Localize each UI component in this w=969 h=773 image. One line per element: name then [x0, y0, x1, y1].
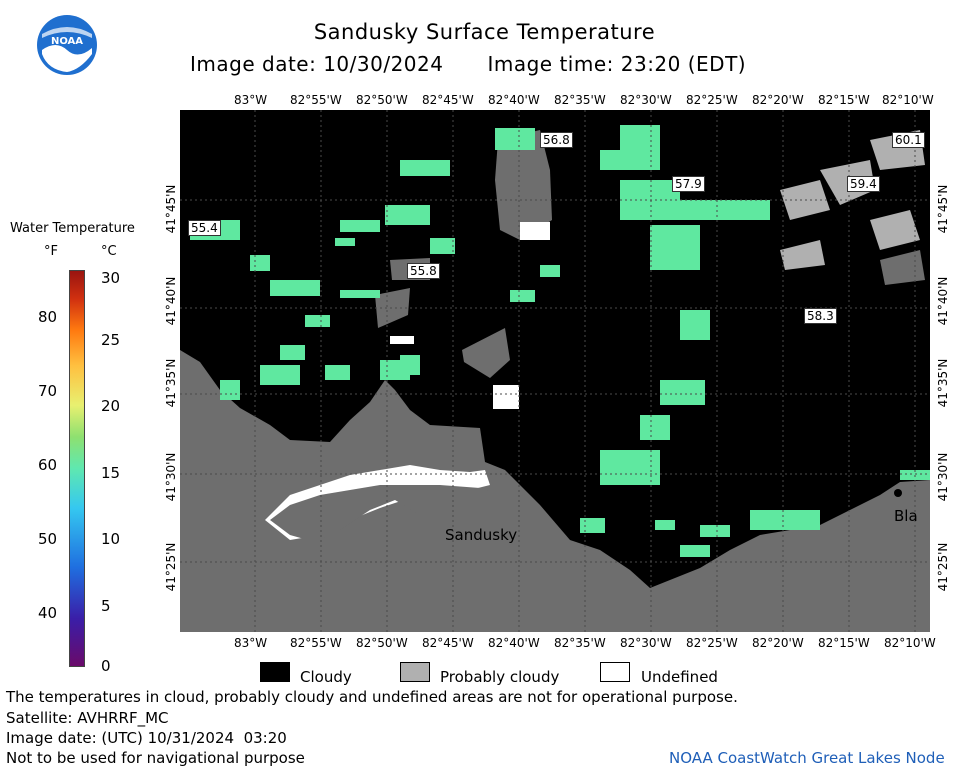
lat-label-left: 41°45'N: [164, 184, 178, 234]
colorbar-f-tick: 70: [38, 382, 58, 400]
lat-label-right: 41°35'N: [936, 358, 950, 408]
colorbar-c-tick: 20: [101, 397, 121, 415]
land-inner: [270, 485, 510, 542]
temp-label: 60.1: [892, 132, 925, 148]
colorbar-unit-c: °C: [101, 244, 117, 259]
undefined-area: [493, 385, 519, 409]
legend-label-cloudy: Cloudy: [300, 668, 352, 686]
noaa-logo-text: NOAA: [50, 36, 84, 47]
colorbar-f-tick: 50: [38, 530, 58, 548]
colorbar-f-tick: 40: [38, 604, 58, 622]
lon-label-top: 82°50'W: [356, 93, 408, 107]
page-title: Sandusky Surface Temperature: [313, 20, 656, 44]
probably-cloudy-area: [880, 250, 925, 285]
lon-label-top: 82°35'W: [554, 93, 606, 107]
subtitle-row: Image date: 10/30/2024 Image time: 23:20 …: [190, 52, 746, 76]
legend-label-probably-cloudy: Probably cloudy: [440, 668, 560, 686]
lon-label-bottom: 82°15'W: [818, 636, 870, 650]
probably-cloudy-area: [495, 130, 552, 240]
lon-label-top: 82°30'W: [620, 93, 672, 107]
lon-label-bottom: 82°40'W: [488, 636, 540, 650]
footer-utc-date: Image date: (UTC) 10/31/2024 03:20: [6, 729, 287, 747]
probably-cloudy-area: [870, 210, 920, 250]
lat-label-left: 41°30'N: [164, 452, 178, 502]
colorbar-c-tick: 30: [101, 269, 121, 287]
colorbar-c-tick: 15: [101, 464, 121, 482]
undefined-area: [520, 222, 550, 240]
place-label-sandusky: Sandusky: [445, 526, 518, 544]
footer-credit: NOAA CoastWatch Great Lakes Node: [669, 749, 945, 767]
probably-cloudy-area: [462, 328, 510, 378]
temp-label: 58.3: [804, 308, 837, 324]
noaa-logo: NOAA: [36, 14, 98, 76]
lon-label-bottom: 82°25'W: [686, 636, 738, 650]
temp-label: 55.4: [188, 220, 221, 236]
land-south: [180, 350, 930, 632]
lon-label-top: 82°45'W: [422, 93, 474, 107]
image-date: Image date: 10/30/2024: [190, 52, 444, 76]
map-panel: 56.8 60.1 57.9 59.4 55.4 55.8 58.3 Sandu…: [180, 110, 930, 632]
temp-label: 56.8: [540, 132, 573, 148]
temp-label: 57.9: [672, 176, 705, 192]
lat-label-right: 41°45'N: [936, 184, 950, 234]
lon-label-top: 83°W: [234, 93, 268, 107]
lon-label-bottom: 82°20'W: [752, 636, 804, 650]
probably-cloudy-area: [780, 240, 825, 270]
legend-swatch-undefined: [600, 662, 630, 682]
temp-label: 59.4: [847, 176, 880, 192]
colorbar: [69, 270, 85, 667]
colorbar-title: Water Temperature: [10, 221, 135, 236]
lon-label-top: 82°40'W: [488, 93, 540, 107]
legend-label-undefined: Undefined: [641, 668, 718, 686]
lat-label-right: 41°30'N: [936, 452, 950, 502]
lon-label-bottom: 82°35'W: [554, 636, 606, 650]
lon-label-top: 82°15'W: [818, 93, 870, 107]
undefined-area: [390, 336, 414, 344]
colorbar-f-tick: 60: [38, 456, 58, 474]
lon-label-top: 82°10'W: [882, 93, 934, 107]
footer-nav-warning: Not to be used for navigational purpose: [6, 749, 305, 767]
colorbar-c-tick: 10: [101, 530, 121, 548]
footer-note: The temperatures in cloud, probably clou…: [6, 688, 738, 706]
lat-label-left: 41°25'N: [164, 542, 178, 592]
probably-cloudy-area: [375, 288, 410, 328]
image-time: Image time: 23:20 (EDT): [487, 52, 747, 76]
colorbar-c-tick: 5: [101, 597, 111, 615]
legend-swatch-cloudy: [260, 662, 290, 682]
lon-label-top: 82°20'W: [752, 93, 804, 107]
colorbar-f-tick: 80: [38, 308, 58, 326]
lat-label-right: 41°25'N: [936, 542, 950, 592]
city-marker: [894, 489, 902, 497]
lon-label-top: 82°25'W: [686, 93, 738, 107]
lon-label-bottom: 82°30'W: [620, 636, 672, 650]
lon-label-bottom: 82°55'W: [290, 636, 342, 650]
legend-swatch-probably-cloudy: [400, 662, 430, 682]
graticule: [180, 110, 930, 632]
map-canvas: [180, 110, 930, 632]
lon-label-bottom: 82°45'W: [422, 636, 474, 650]
lat-label-left: 41°35'N: [164, 358, 178, 408]
place-label-bla: Bla: [894, 507, 918, 525]
lon-label-bottom: 82°10'W: [884, 636, 936, 650]
colorbar-c-tick: 0: [101, 657, 111, 675]
lon-label-top: 82°55'W: [290, 93, 342, 107]
lat-label-left: 41°40'N: [164, 276, 178, 326]
temp-label: 55.8: [407, 263, 440, 279]
footer-satellite: Satellite: AVHRRF_MC: [6, 709, 169, 727]
lon-label-bottom: 83°W: [234, 636, 268, 650]
colorbar-unit-f: °F: [44, 244, 58, 259]
colorbar-c-tick: 25: [101, 331, 121, 349]
lon-label-bottom: 82°50'W: [356, 636, 408, 650]
lat-label-right: 41°40'N: [936, 276, 950, 326]
